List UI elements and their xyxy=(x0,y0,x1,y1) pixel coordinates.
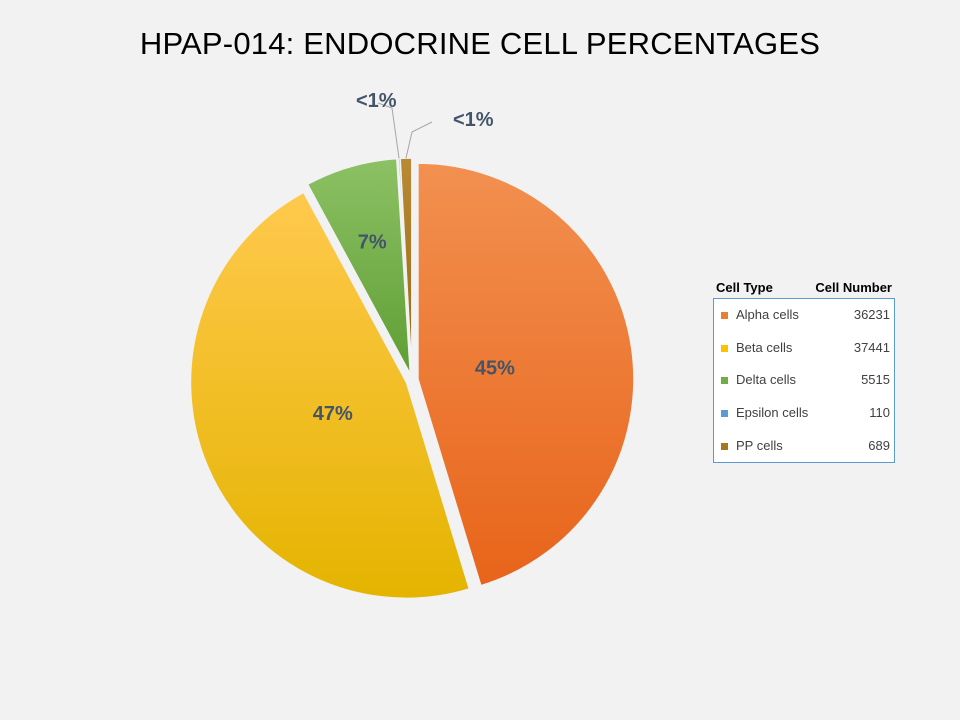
legend-name-epsilon: Epsilon cells xyxy=(736,405,809,420)
slice-label-epsilon: <1% xyxy=(356,90,397,112)
chart-title: HPAP-014: ENDOCRINE CELL PERCENTAGES xyxy=(139,26,821,61)
pie-slice-beta xyxy=(189,191,471,600)
legend-swatch-delta xyxy=(721,377,728,384)
legend-item-beta: Beta cells 37441 xyxy=(714,340,894,360)
legend-name-pp: PP cells xyxy=(736,438,783,453)
slice-label-beta: 47% xyxy=(313,403,353,425)
legend-item-pp: PP cells 689 xyxy=(714,438,894,458)
legend: Alpha cells 36231 Beta cells 37441 Delta… xyxy=(713,298,895,463)
legend-header: Cell Type Cell Number xyxy=(714,280,896,298)
legend-swatch-pp xyxy=(721,443,728,450)
legend-value-epsilon: 110 xyxy=(869,405,890,420)
legend-name-alpha: Alpha cells xyxy=(736,307,799,322)
legend-value-alpha: 36231 xyxy=(853,307,890,322)
leader-line-epsilon xyxy=(377,102,400,159)
pie-slice-delta xyxy=(306,157,412,375)
legend-item-delta: Delta cells 5515 xyxy=(714,372,894,392)
legend-value-delta: 5515 xyxy=(861,372,890,387)
legend-swatch-beta xyxy=(721,345,728,352)
legend-header-cell-number: Cell Number xyxy=(815,280,892,295)
legend-name-beta: Beta cells xyxy=(736,340,793,355)
legend-value-pp: 689 xyxy=(868,438,890,453)
legend-name-delta: Delta cells xyxy=(736,372,796,387)
legend-item-alpha: Alpha cells 36231 xyxy=(714,307,894,327)
legend-swatch-epsilon xyxy=(721,410,728,417)
pie-slice-alpha xyxy=(417,162,635,587)
legend-swatch-alpha xyxy=(721,312,728,319)
slice-label-delta: 7% xyxy=(358,231,387,253)
slice-label-alpha: 45% xyxy=(475,358,515,380)
legend-item-epsilon: Epsilon cells 110 xyxy=(714,405,894,425)
slice-label-pp: <1% xyxy=(453,109,494,131)
leader-line-pp xyxy=(405,121,433,159)
legend-value-beta: 37441 xyxy=(853,340,890,355)
legend-header-cell-type: Cell Type xyxy=(716,280,773,295)
